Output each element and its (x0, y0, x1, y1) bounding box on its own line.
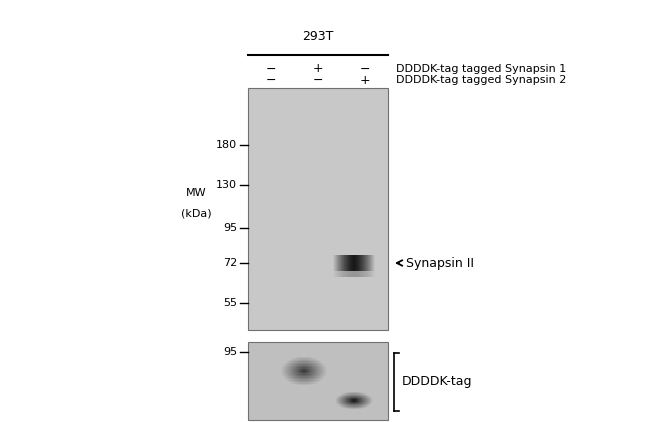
Bar (248, 88, 388, 330)
Bar (248, 342, 388, 420)
Text: 95: 95 (223, 223, 237, 233)
Text: DDDDK-tag: DDDDK-tag (402, 376, 473, 389)
Text: −: − (266, 73, 277, 87)
Text: 130: 130 (216, 180, 237, 190)
Text: 95: 95 (223, 347, 237, 357)
Text: 55: 55 (223, 298, 237, 308)
Text: −: − (266, 62, 277, 76)
Text: 293T: 293T (302, 30, 333, 43)
Text: −: − (313, 73, 323, 87)
Text: −: − (359, 62, 370, 76)
Text: 180: 180 (216, 140, 237, 150)
Text: 72: 72 (223, 258, 237, 268)
Text: Synapsin II: Synapsin II (406, 257, 474, 270)
Text: DDDDK-tag tagged Synapsin 2: DDDDK-tag tagged Synapsin 2 (396, 75, 566, 85)
Text: +: + (359, 73, 370, 87)
Text: DDDDK-tag tagged Synapsin 1: DDDDK-tag tagged Synapsin 1 (396, 64, 566, 74)
Text: +: + (313, 62, 323, 76)
Text: MW: MW (186, 188, 206, 198)
Text: (kDa): (kDa) (181, 208, 211, 218)
